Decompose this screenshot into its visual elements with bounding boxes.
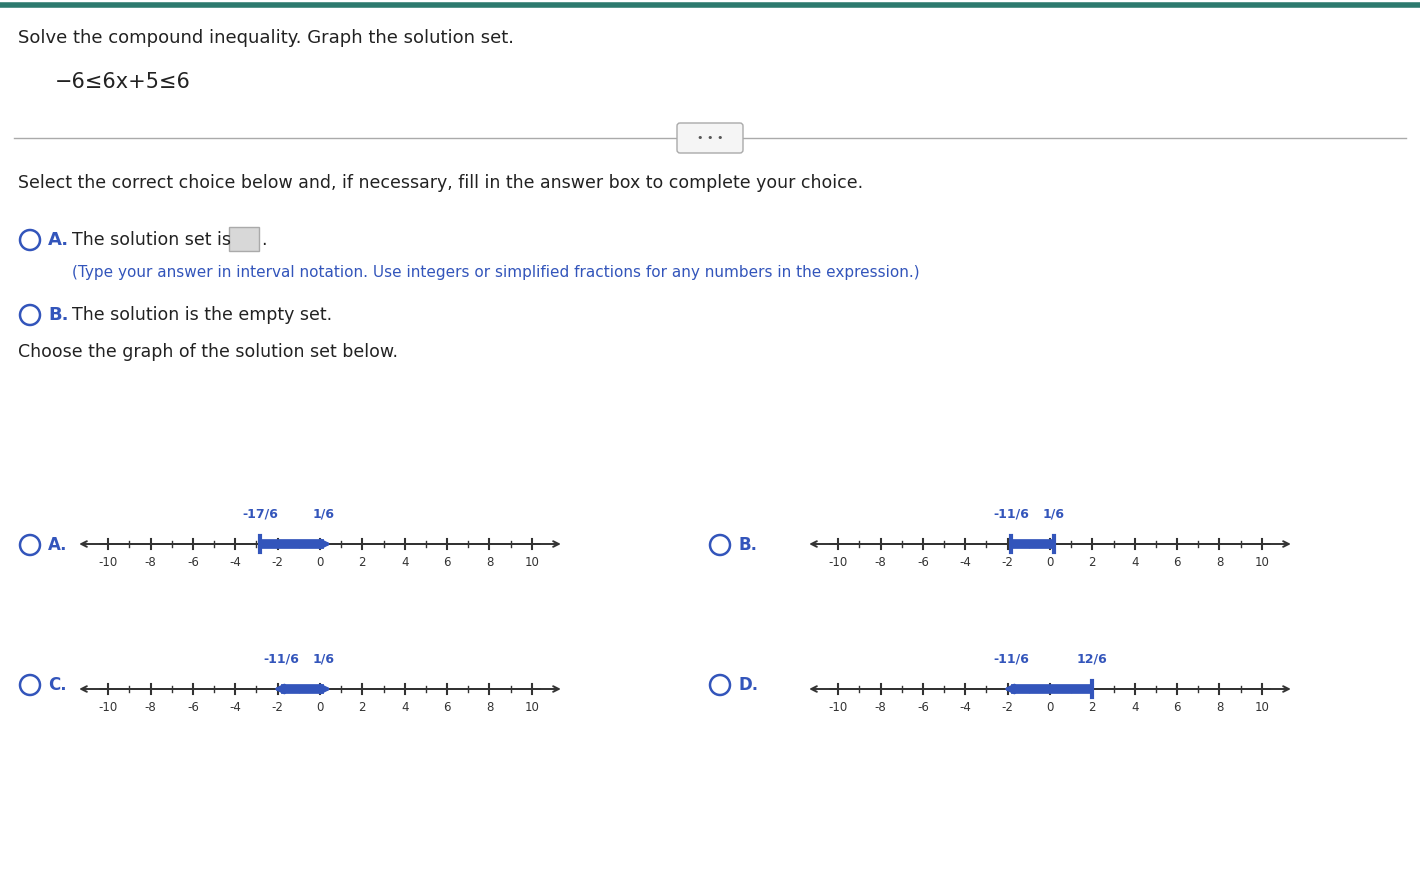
Text: 4: 4: [1130, 701, 1139, 714]
Text: -11/6: -11/6: [993, 653, 1030, 666]
Text: 6: 6: [443, 701, 452, 714]
Text: 1/6: 1/6: [1042, 508, 1065, 520]
Text: 10: 10: [1254, 701, 1269, 714]
Text: -11/6: -11/6: [993, 508, 1030, 520]
Text: -11/6: -11/6: [263, 653, 300, 666]
Text: -2: -2: [271, 701, 284, 714]
Text: .: .: [261, 231, 267, 249]
Text: The solution is the empty set.: The solution is the empty set.: [72, 306, 332, 324]
Text: -8: -8: [875, 556, 886, 568]
Text: -6: -6: [917, 556, 929, 568]
Text: 4: 4: [400, 701, 409, 714]
Text: -2: -2: [1001, 701, 1014, 714]
Text: -17/6: -17/6: [241, 508, 278, 520]
Text: 10: 10: [524, 556, 540, 568]
Text: C.: C.: [48, 676, 67, 694]
Text: -10: -10: [98, 701, 118, 714]
Text: 10: 10: [1254, 556, 1269, 568]
Text: 8: 8: [486, 556, 493, 568]
Text: 4: 4: [400, 556, 409, 568]
Text: 2: 2: [1089, 556, 1096, 568]
Text: 12/6: 12/6: [1076, 653, 1108, 666]
Text: 8: 8: [1216, 701, 1223, 714]
Text: -8: -8: [145, 701, 156, 714]
Text: A.: A.: [48, 231, 70, 249]
Text: Select the correct choice below and, if necessary, fill in the answer box to com: Select the correct choice below and, if …: [18, 174, 863, 192]
Text: -8: -8: [145, 556, 156, 568]
Text: -2: -2: [1001, 556, 1014, 568]
Text: 4: 4: [1130, 556, 1139, 568]
Text: -4: -4: [229, 701, 241, 714]
Text: 0: 0: [1047, 701, 1054, 714]
Text: A.: A.: [48, 536, 68, 554]
Text: 0: 0: [317, 701, 324, 714]
Text: 2: 2: [1089, 701, 1096, 714]
Text: 0: 0: [317, 556, 324, 568]
Text: D.: D.: [738, 676, 758, 694]
Text: • • •: • • •: [697, 133, 723, 143]
FancyBboxPatch shape: [677, 123, 743, 153]
Text: 2: 2: [359, 701, 366, 714]
Text: 6: 6: [1173, 701, 1181, 714]
Text: 1/6: 1/6: [312, 508, 335, 520]
Text: 0: 0: [1047, 556, 1054, 568]
Text: -2: -2: [271, 556, 284, 568]
Text: -6: -6: [187, 556, 199, 568]
Text: 8: 8: [486, 701, 493, 714]
Text: 6: 6: [443, 556, 452, 568]
Text: Choose the graph of the solution set below.: Choose the graph of the solution set bel…: [18, 343, 398, 361]
FancyBboxPatch shape: [229, 227, 258, 251]
Text: 1/6: 1/6: [312, 653, 335, 666]
Text: (Type your answer in interval notation. Use integers or simplified fractions for: (Type your answer in interval notation. …: [72, 265, 920, 280]
Text: The solution set is: The solution set is: [72, 231, 231, 249]
Text: 6: 6: [1173, 556, 1181, 568]
Text: -4: -4: [229, 556, 241, 568]
Text: 10: 10: [524, 701, 540, 714]
Text: −6≤6x+5≤6: −6≤6x+5≤6: [55, 72, 190, 92]
Text: B.: B.: [738, 536, 757, 554]
Text: -10: -10: [98, 556, 118, 568]
Text: -10: -10: [828, 701, 848, 714]
Text: -6: -6: [917, 701, 929, 714]
Text: -10: -10: [828, 556, 848, 568]
Text: Solve the compound inequality. Graph the solution set.: Solve the compound inequality. Graph the…: [18, 29, 514, 47]
Text: -4: -4: [960, 556, 971, 568]
Text: -4: -4: [960, 701, 971, 714]
Text: 8: 8: [1216, 556, 1223, 568]
Text: B.: B.: [48, 306, 68, 324]
Text: 2: 2: [359, 556, 366, 568]
Text: -6: -6: [187, 701, 199, 714]
Text: -8: -8: [875, 701, 886, 714]
